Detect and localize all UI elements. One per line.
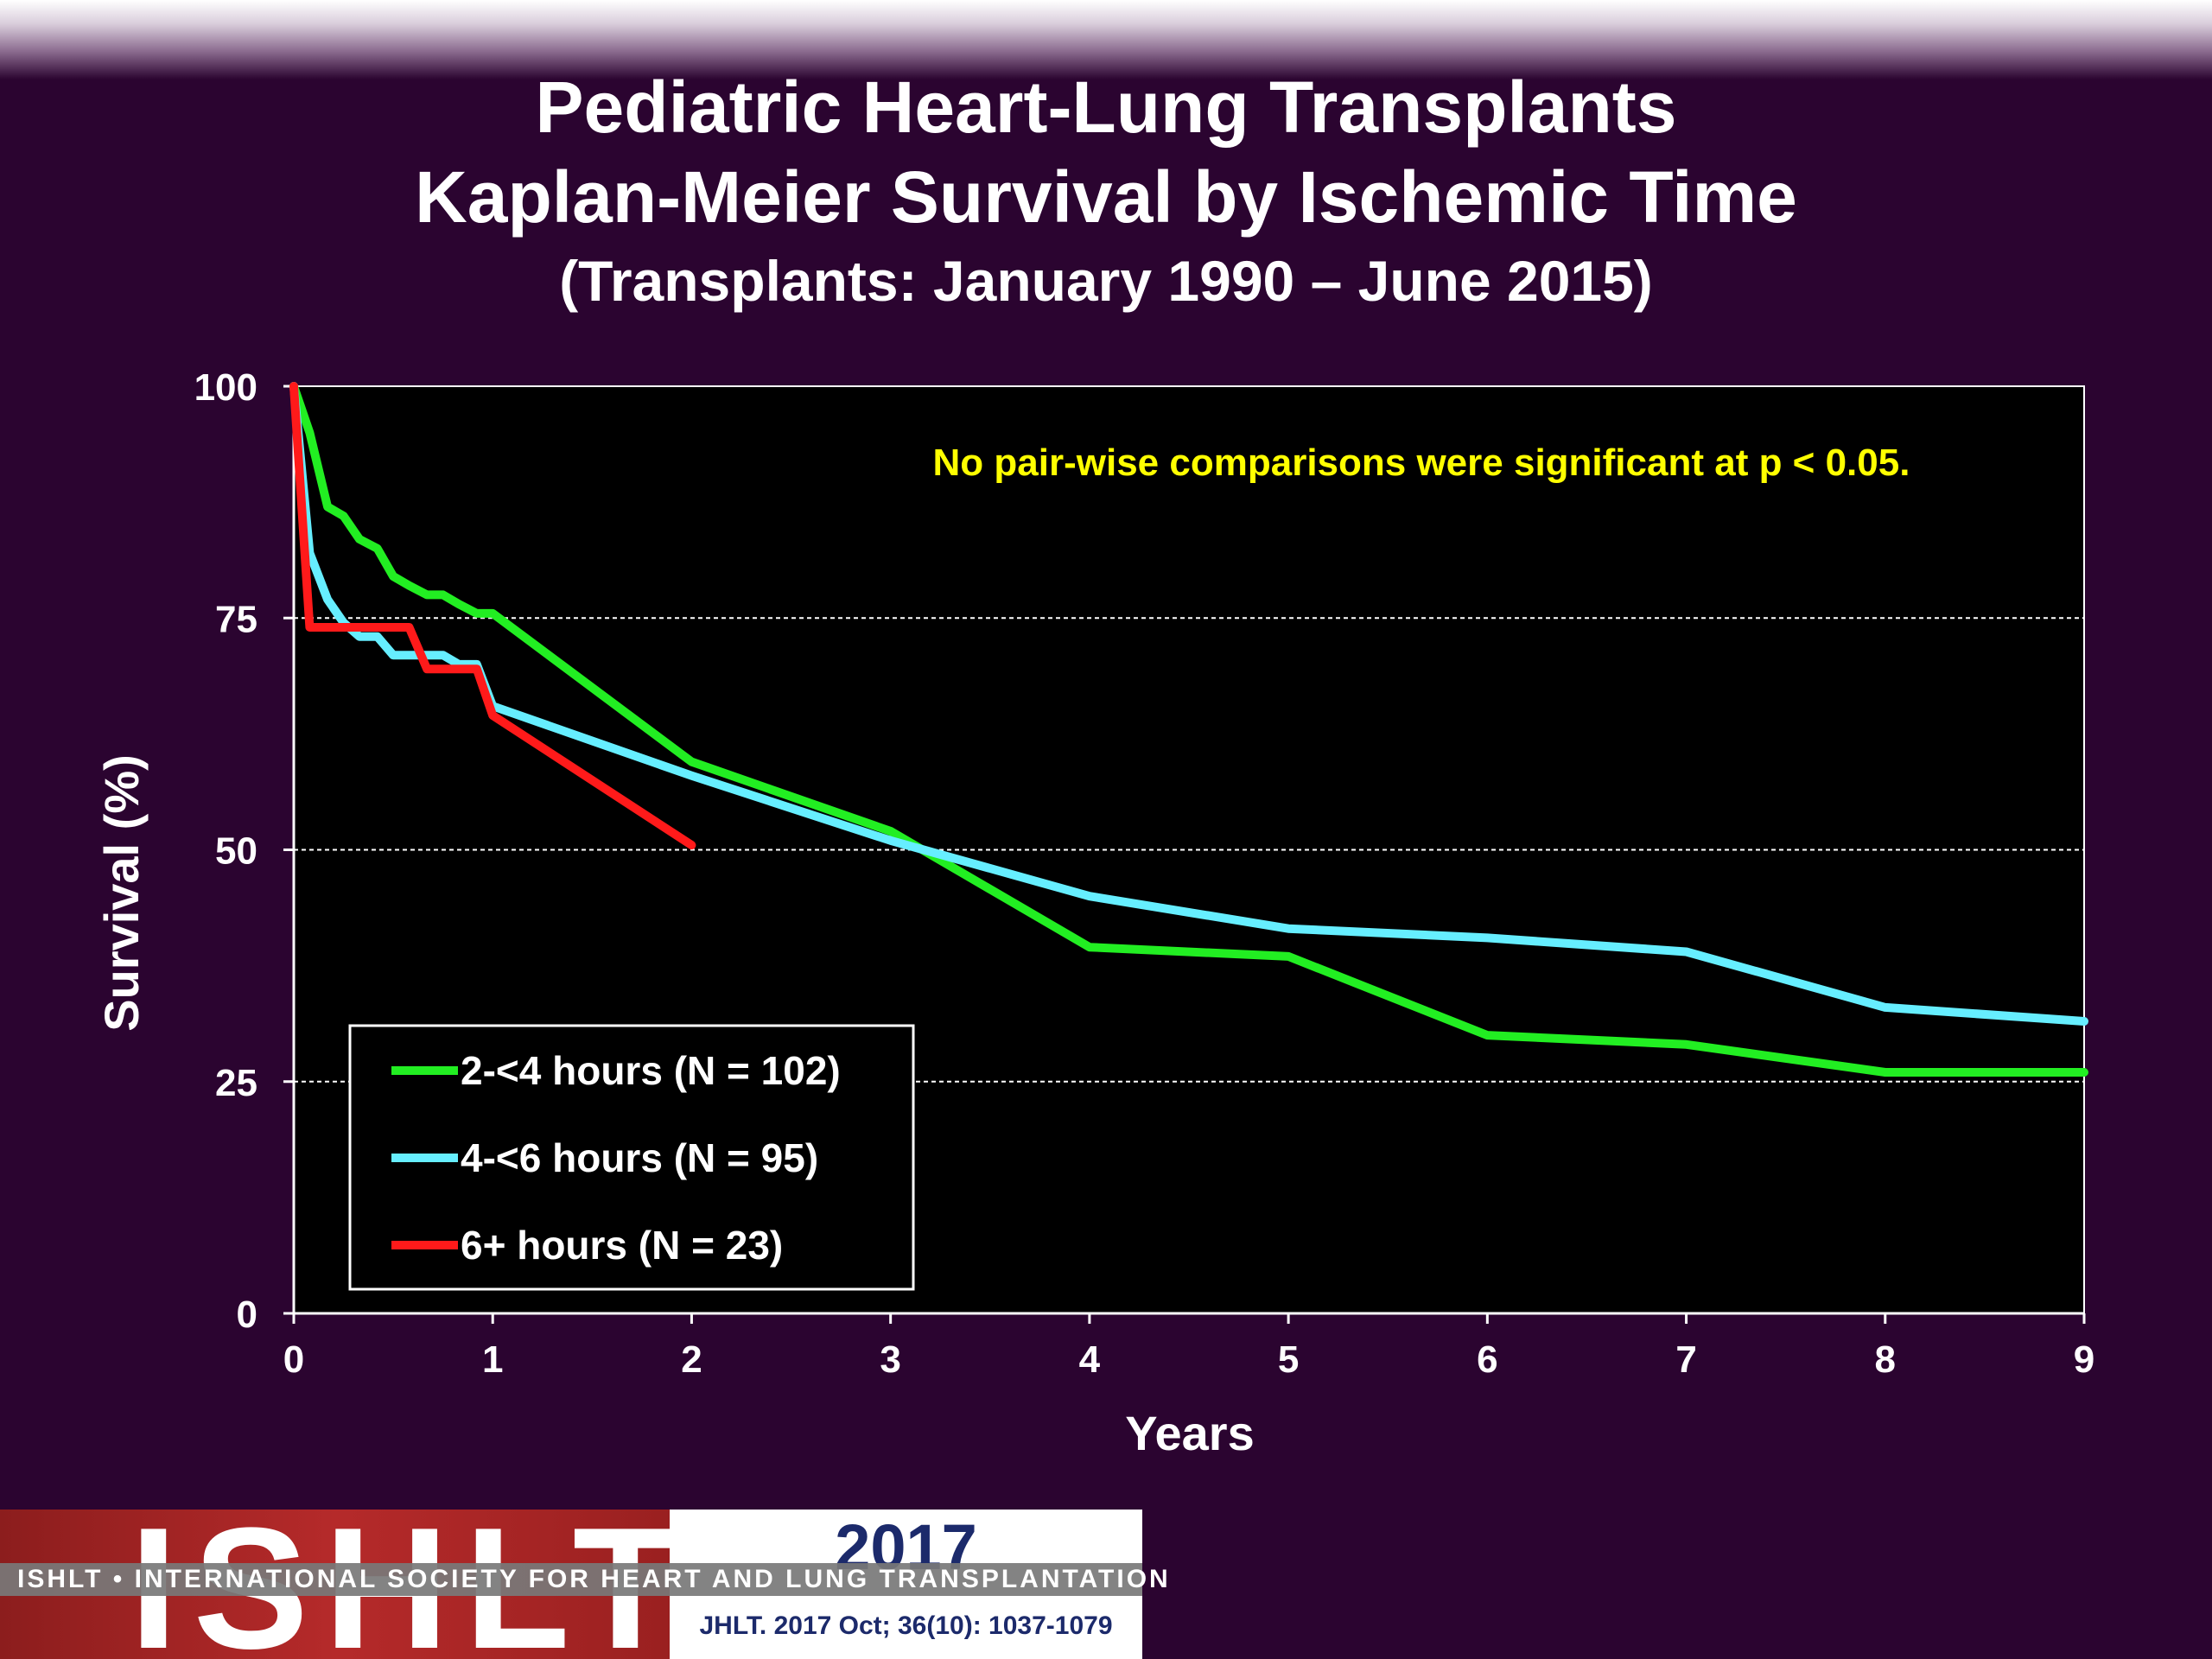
ishlt-logo: ISHLT 2017 ISHLT • INTERNATIONAL SOCIETY… — [0, 1510, 1168, 1659]
y-tick-label: 25 — [215, 1062, 257, 1104]
x-tick-label: 6 — [1477, 1338, 1497, 1381]
x-tick-label: 5 — [1278, 1338, 1299, 1381]
legend-label: 4-<6 hours (N = 95) — [461, 1135, 818, 1180]
slide-title: Pediatric Heart-Lung Transplants Kaplan-… — [0, 62, 2212, 320]
x-tick-label: 8 — [1875, 1338, 1896, 1381]
y-tick-label: 0 — [237, 1294, 257, 1336]
citation: JHLT. 2017 Oct; 36(10): 1037-1079 — [699, 1611, 1113, 1640]
y-tick-label: 75 — [215, 598, 257, 640]
title-line-3: (Transplants: January 1990 – June 2015) — [559, 249, 1653, 313]
y-tick-label: 50 — [215, 830, 257, 873]
logo-banner: ISHLT • INTERNATIONAL SOCIETY FOR HEART … — [0, 1563, 1168, 1596]
series-line-3 — [289, 382, 696, 850]
title-line-1: Pediatric Heart-Lung Transplants — [535, 67, 1677, 148]
title-line-2: Kaplan-Meier Survival by Ischemic Time — [415, 156, 1797, 238]
x-tick-label: 9 — [2074, 1338, 2094, 1381]
y-axis-title: Survival (%) — [94, 754, 149, 1032]
legend-label: 2-<4 hours (N = 102) — [461, 1048, 841, 1093]
header-gradient-band — [0, 0, 2212, 79]
x-tick-label: 0 — [283, 1338, 304, 1381]
x-tick-label: 3 — [880, 1338, 900, 1381]
x-tick-label: 7 — [1675, 1338, 1696, 1381]
significance-note: No pair-wise comparisons were significan… — [933, 442, 1910, 484]
legend-label: 6+ hours (N = 23) — [461, 1223, 783, 1268]
y-tick-label: 100 — [194, 366, 257, 409]
x-axis-title: Years — [1125, 1406, 1255, 1460]
series-line-1 — [289, 382, 2088, 1077]
x-tick-label: 2 — [681, 1338, 702, 1381]
x-tick-label: 4 — [1079, 1338, 1101, 1381]
x-tick-label: 1 — [482, 1338, 503, 1381]
